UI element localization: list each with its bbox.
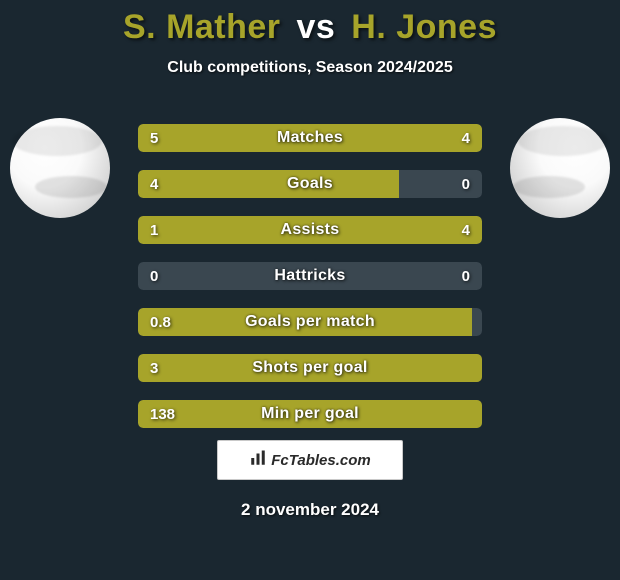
stat-label: Min per goal [138,400,482,428]
stat-label: Matches [138,124,482,152]
stats-bars: 54Matches 40Goals 14Assists 00Hattricks 0.8G… [138,124,482,446]
stat-row: 3Shots per goal [138,354,482,382]
stat-label: Hattricks [138,262,482,290]
player2-name: H. Jones [351,8,497,46]
source-badge: FcTables.com [217,440,403,480]
date-text: 2 november 2024 [0,500,620,520]
stat-row: 54Matches [138,124,482,152]
stat-label: Goals [138,170,482,198]
player2-avatar [510,118,610,218]
stat-row: 00Hattricks [138,262,482,290]
comparison-title: S. Mather vs H. Jones [0,0,620,47]
stat-row: 14Assists [138,216,482,244]
bar-chart-icon [249,449,267,471]
player1-avatar [10,118,110,218]
vs-text: vs [297,8,336,46]
stat-label: Assists [138,216,482,244]
stat-label: Goals per match [138,308,482,336]
subtitle: Club competitions, Season 2024/2025 [0,59,620,77]
player1-name: S. Mather [123,8,281,46]
badge-text: FcTables.com [271,452,370,469]
stat-label: Shots per goal [138,354,482,382]
stat-row: 40Goals [138,170,482,198]
stat-row: 0.8Goals per match [138,308,482,336]
stat-row: 138Min per goal [138,400,482,428]
